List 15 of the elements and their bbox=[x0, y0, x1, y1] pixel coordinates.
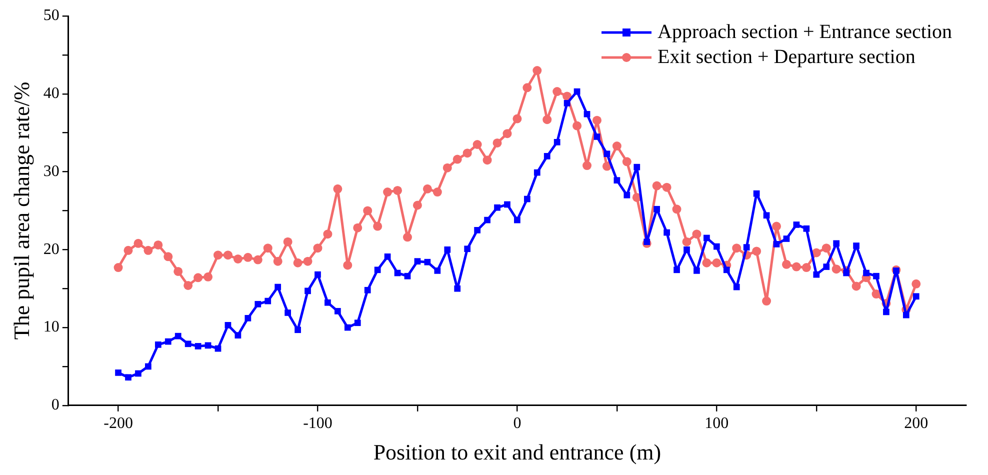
y-tick-label: 50 bbox=[43, 7, 60, 24]
y-tick-label: 0 bbox=[51, 396, 60, 414]
y-tick-label: 30 bbox=[43, 162, 60, 180]
x-tick-label: 100 bbox=[704, 415, 729, 432]
x-tick-label: -100 bbox=[303, 415, 332, 432]
x-tick-label: 0 bbox=[513, 415, 522, 432]
y-tick-label: 40 bbox=[43, 85, 60, 102]
legend-label: Exit section + Departure section bbox=[658, 46, 916, 68]
x-tick-label: -200 bbox=[104, 415, 133, 432]
legend-label: Approach section + Entrance section bbox=[658, 20, 952, 43]
x-axis-title: Position to exit and entrance (m) bbox=[373, 440, 662, 465]
x-tick-label: 200 bbox=[904, 415, 928, 432]
y-tick-label: 20 bbox=[43, 240, 60, 258]
y-tick-label: 10 bbox=[43, 318, 60, 336]
y-axis-title: The pupil area change rate/% bbox=[8, 82, 34, 340]
